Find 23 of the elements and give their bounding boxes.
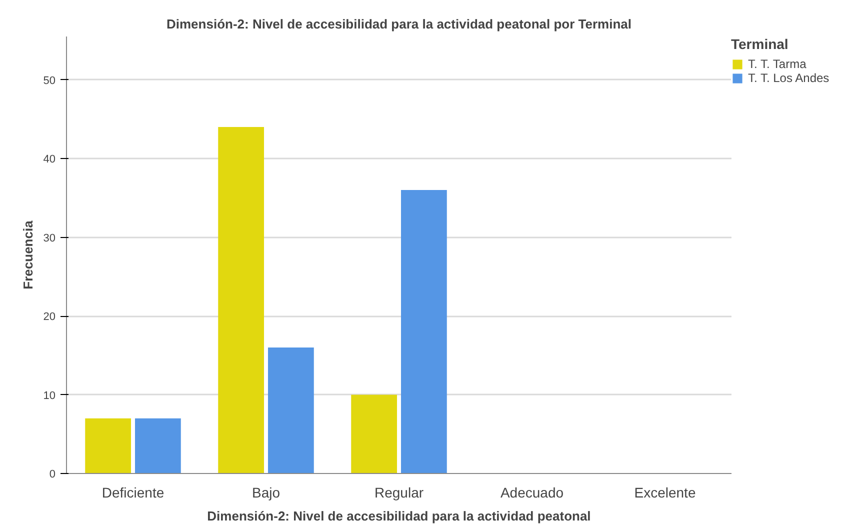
legend-label: T. T. Tarma (748, 57, 806, 71)
y-tick-label: 20 (43, 311, 56, 324)
bar (400, 190, 447, 474)
bar (268, 348, 314, 474)
bar (134, 418, 181, 474)
x-tick-label: Regular (374, 484, 424, 500)
bar (351, 394, 398, 474)
y-tick-label: 10 (43, 390, 56, 402)
x-tick-label: Adecuado (500, 484, 564, 500)
y-axis-title: Frecuencia (20, 220, 36, 290)
y-tick-label: 50 (43, 74, 56, 87)
x-axis-title: Dimensión-2: Nivel de accesibilidad para la actividad peatonal (207, 508, 591, 524)
y-tick-label: 0 (49, 468, 56, 480)
chart-title: Dimensión-2: Nivel de accesibilidad para la actividad peatonal por Terminal (166, 16, 632, 32)
x-tick-label: Bajo (252, 484, 280, 500)
bar (85, 418, 132, 474)
x-tick-label: Deficiente (102, 484, 164, 500)
legend-title: Terminal (731, 36, 790, 52)
bar (218, 127, 264, 474)
y-tick-label: 40 (43, 154, 56, 166)
y-tick-label: 30 (43, 232, 56, 244)
legend-label: T. T. Los Andes (748, 71, 830, 85)
x-tick-label: Excelente (634, 484, 696, 500)
